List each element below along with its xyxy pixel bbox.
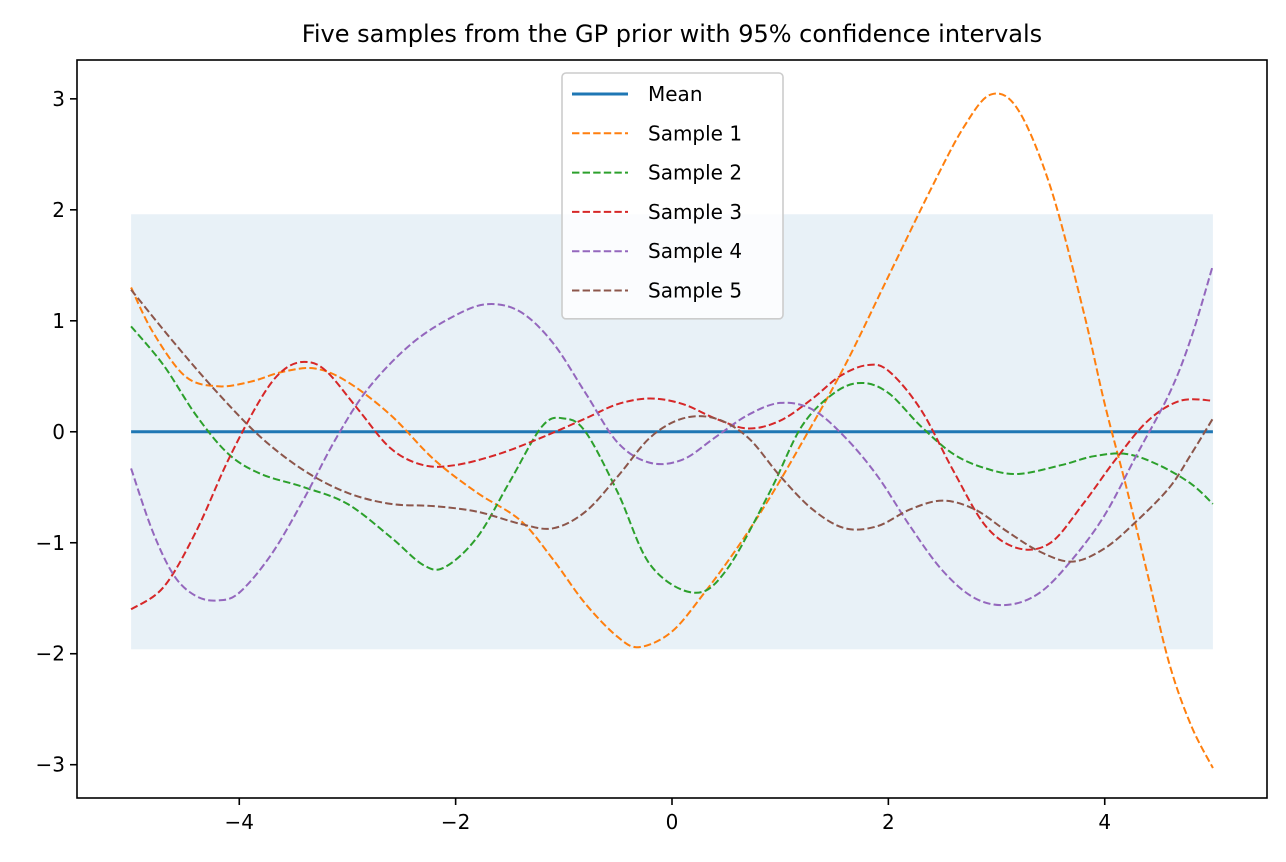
chart-title: Five samples from the GP prior with 95% …	[302, 20, 1042, 48]
x-tick-label: 4	[1098, 810, 1111, 834]
series-line-sample-4	[130, 265, 1214, 607]
legend-label-sample-1: Sample 1	[648, 121, 742, 145]
legend-label-sample-2: Sample 2	[648, 161, 742, 185]
legend-label-sample-4: Sample 4	[648, 239, 742, 263]
series-line-sample-1	[130, 92, 1214, 769]
legend-label-sample-5: Sample 5	[648, 279, 742, 303]
legend-box	[561, 72, 784, 320]
x-tick-label: −4	[225, 810, 254, 834]
y-tick-label: 3	[52, 87, 65, 111]
y-tick-label: −2	[36, 642, 65, 666]
y-axis: −3 −2 −1 0 1 2 3	[36, 87, 77, 777]
x-tick-label: −2	[441, 810, 470, 834]
legend-label-sample-3: Sample 3	[648, 200, 742, 224]
legend-label-mean: Mean	[648, 82, 703, 106]
series-line-sample-3	[130, 360, 1213, 611]
y-tick-label: −1	[36, 531, 65, 555]
series-line-sample-2	[130, 325, 1214, 594]
x-tick-label: 0	[666, 810, 679, 834]
y-tick-label: −3	[36, 753, 65, 777]
x-tick-label: 2	[882, 810, 895, 834]
y-tick-label: 0	[52, 420, 65, 444]
x-axis: −4 −2 0 2 4	[225, 798, 1111, 834]
legend: Mean Sample 1 Sample 2 Sample 3 Sample 4 Samp…	[561, 72, 784, 320]
series-line-sample-5	[130, 289, 1214, 563]
y-tick-label: 1	[52, 309, 65, 333]
series-layer	[130, 92, 1214, 769]
y-tick-label: 2	[52, 198, 65, 222]
